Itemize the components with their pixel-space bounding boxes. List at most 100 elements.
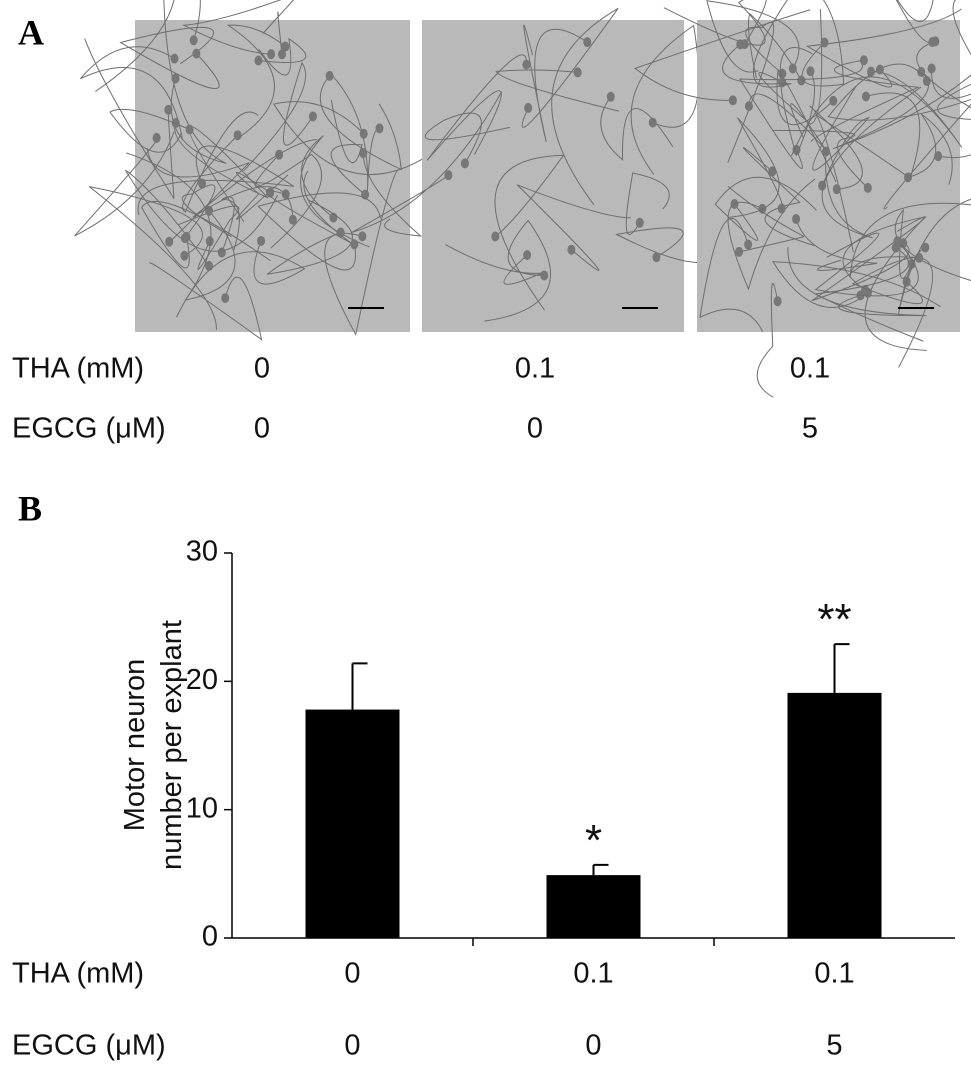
neurite (84, 38, 175, 199)
neuron (198, 178, 207, 189)
neuron (922, 76, 931, 87)
neurite (894, 208, 971, 282)
neurite (625, 172, 670, 235)
neurite (426, 54, 527, 161)
neuron (832, 184, 841, 195)
neurite (851, 257, 934, 368)
condition-value: 5 (826, 1030, 842, 1062)
neurite (178, 205, 240, 270)
neurite (738, 63, 863, 169)
neurite (771, 261, 941, 308)
neuron (635, 217, 644, 228)
condition-value: 0 (254, 413, 270, 445)
neurite (743, 147, 816, 247)
neurite (776, 70, 837, 182)
neurite (883, 103, 971, 210)
neurite (814, 232, 919, 297)
neurite (243, 61, 314, 172)
neurite (832, 71, 971, 150)
neuron (358, 231, 367, 242)
neurite (849, 202, 971, 278)
neurite (79, 46, 183, 140)
neuron (928, 37, 937, 48)
y-axis-title-line: number per explant (156, 620, 188, 870)
neurite (149, 262, 263, 341)
neurite (109, 108, 190, 153)
neurite (842, 215, 927, 351)
neurite (779, 47, 816, 157)
panel-label: B (18, 488, 42, 528)
neurite (137, 145, 295, 216)
neuron (523, 250, 532, 261)
neuron (777, 203, 786, 214)
condition-label: THA (mM) (12, 958, 144, 990)
y-axis-title-line: Motor neuron (119, 659, 151, 832)
neurite (445, 244, 542, 285)
neuron (444, 170, 453, 181)
neurite (254, 153, 322, 249)
neurite (816, 92, 921, 179)
neurite (182, 111, 259, 213)
neurite (916, 0, 971, 109)
condition-value: 5 (802, 413, 818, 445)
neuron (217, 247, 226, 258)
condition-value: 0 (527, 413, 543, 445)
significance-mark: ** (817, 595, 851, 644)
condition-value: 0.1 (790, 353, 830, 385)
neuron (233, 130, 242, 141)
neuron (778, 68, 787, 79)
neuron (164, 104, 173, 115)
neuron (859, 55, 868, 66)
neurite (221, 196, 240, 253)
neurite (124, 169, 279, 267)
neurite (182, 0, 282, 55)
neurite (95, 0, 201, 92)
neuron (606, 91, 615, 102)
neuron (820, 37, 829, 48)
neuron (648, 117, 657, 128)
neuron (773, 296, 782, 307)
neurite (791, 71, 963, 157)
neurite (523, 24, 588, 142)
condition-value: 0.1 (573, 958, 613, 990)
y-tick-label: 30 (186, 536, 218, 568)
neurite (521, 7, 619, 206)
neuron (165, 236, 174, 247)
neuron (308, 111, 317, 122)
neurite (827, 63, 971, 121)
neuron (221, 293, 230, 304)
neurite (424, 112, 511, 164)
neurite (262, 0, 295, 55)
neuron (171, 118, 180, 129)
neuron (829, 95, 838, 106)
neurite (747, 12, 802, 81)
neurite (714, 176, 817, 241)
neuron (934, 151, 943, 162)
neurite (266, 199, 353, 275)
neuron (921, 242, 930, 253)
neurite (895, 0, 934, 44)
neuron (522, 59, 531, 70)
neuron (180, 250, 189, 261)
neuron (267, 49, 276, 60)
neuron (917, 66, 926, 77)
neurite (324, 169, 399, 336)
y-axis-title: Motor neuron number per explant (119, 620, 188, 870)
condition-label: EGCG (μM) (12, 1030, 166, 1062)
neuron (861, 91, 870, 102)
neuron (185, 124, 194, 135)
neurite (898, 198, 971, 314)
neuron (735, 246, 744, 257)
condition-value: 0 (344, 1030, 360, 1062)
neurite (495, 69, 619, 112)
neuron (254, 55, 263, 66)
neurite (722, 0, 792, 88)
neurite (758, 9, 823, 125)
neurite (74, 131, 175, 237)
y-tick-label: 20 (186, 664, 218, 696)
neurite (748, 93, 826, 150)
condition-value: 0 (344, 958, 360, 990)
neuron (744, 101, 753, 112)
y-tick-label: 0 (202, 921, 218, 953)
